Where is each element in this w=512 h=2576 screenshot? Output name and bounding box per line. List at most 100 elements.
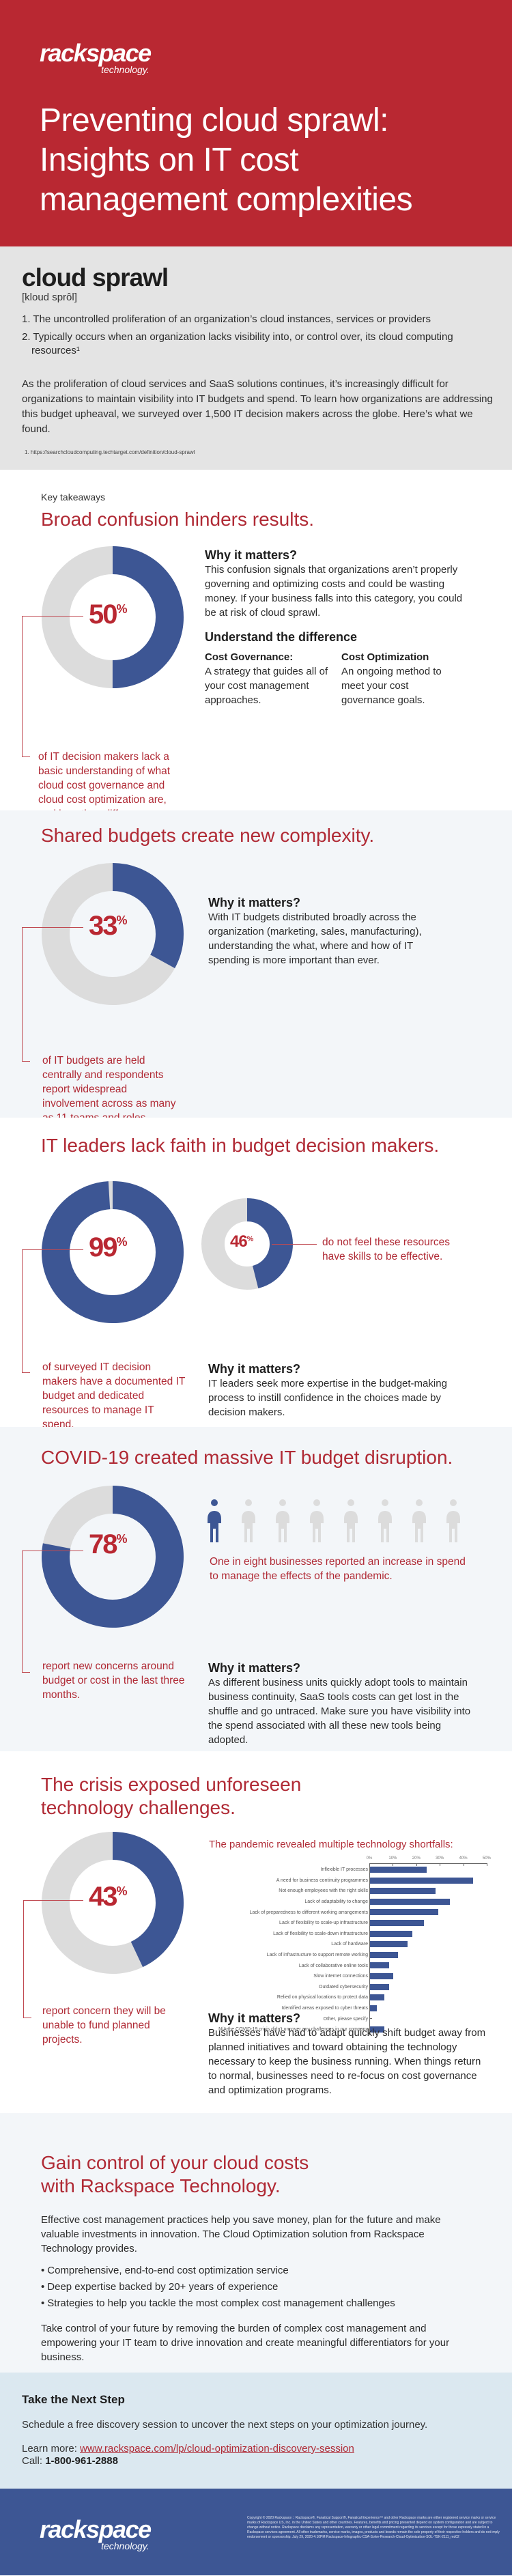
stat-percent: 50% [89,599,128,629]
bar-row: Outdated cybersecurity [191,1981,487,1993]
takeaway-lack-faith: IT leaders lack faith in budget decision… [0,1118,512,1430]
bar-row: N/A the COVID-19 crisis didn't uncover a… [191,2024,487,2035]
bar-row: Inflexible IT processes [191,1865,487,1876]
section-title: Gain control of your cloud costs with Rac… [41,2152,309,2196]
bar-label: Other, please specify [323,2016,368,2022]
bar [370,1898,450,1905]
axis-tick: 10% [388,1856,397,1860]
stat-percent: 78% [89,1529,128,1559]
why-title: Why it matters? [208,1661,301,1675]
bar-row: Lack of flexibility to scale-up infrastr… [191,1917,487,1929]
logo-subtitle: technology. [101,2540,150,2551]
donut-chart-43 [42,1832,184,1974]
bar-label: Not enough employees with the right skil… [279,1888,368,1894]
axis-tick: 50% [482,1856,492,1860]
intro-paragraph: As the proliferation of cloud services a… [22,378,493,435]
leader-line [22,1551,83,1672]
why-body: Businesses have had to adapt quickly shi… [208,2027,486,2096]
benefit-item: Deep expertise backed by 20+ years of ex… [41,2279,471,2295]
leader-line [22,927,83,1061]
contact-info: Learn more: www.rackspace.com/lp/cloud-o… [22,2443,490,2467]
bar [370,1941,408,1948]
call-label: Call: [22,2455,46,2467]
bar-row: Lack of flexibility to scale-down infras… [191,1928,487,1940]
section-title: The crisis exposed unforeseen technology … [41,1774,302,1818]
understand-difference: Understand the difference Cost Governanc… [205,629,464,707]
people-icon-row [205,1499,463,1546]
bar-row: Lack of infrastructure to support remote… [191,1949,487,1961]
stat-caption: of IT budgets are held centrally and res… [42,1055,176,1124]
bar-label: Relied on physical locations to protect … [276,1995,368,2000]
person-icon-highlighted [208,1499,221,1542]
cost-governance-body: A strategy that guides all of your cost … [205,666,328,706]
definition-pronunciation: [kloud sprôl] [22,292,77,303]
benefit-item: Comprehensive, end-to-end cost optimizat… [41,2263,471,2279]
cost-governance: Cost Governance: A strategy that guides … [205,650,341,707]
bar [370,1994,384,2001]
phone-number[interactable]: 1-800-961-2888 [45,2455,118,2467]
why-title: Why it matters? [208,2011,301,2025]
bar [370,1909,438,1916]
definition-item: 2. Typically occurs when an organization… [22,331,453,356]
next-step-title: Take the Next Step [22,2393,125,2406]
stat-percent: 99% [89,1232,128,1262]
bar [370,1919,425,1926]
axis-tick: 30% [436,1856,444,1860]
footnote-link[interactable]: 1. https://searchcloudcomputing.techtarg… [25,449,195,455]
stat-percent-secondary: 46% [230,1232,254,1251]
hero-banner: rackspace technology. Preventing cloud s… [0,0,512,246]
logo-wordmark: rackspace [40,39,152,67]
bar [370,1877,474,1884]
why-it-matters: Why it matters? Businesses have had to a… [208,2011,488,2097]
axis-tick: 40% [459,1856,468,1860]
bar-label: Slow internet connections [313,1974,368,1979]
bar [370,1951,399,1958]
why-body: IT leaders seek more expertise in the bu… [208,1378,447,1418]
definition-list: 1. The uncontrolled proliferation of an … [22,313,490,358]
bar-row: Lack of hardware [191,1939,487,1950]
discovery-session-link[interactable]: www.rackspace.com/lp/cloud-optimization-… [80,2443,354,2454]
cost-optimization-title: Cost Optimization [341,651,429,663]
footer-rackspace-logo[interactable]: rackspace technology. [40,2517,152,2552]
stat-caption: report new concerns around budget or cos… [42,1660,185,1701]
why-title: Why it matters? [208,1362,301,1376]
rackspace-logo[interactable]: rackspace technology. [40,39,152,76]
gain-body: Effective cost management practices help… [41,2214,441,2254]
bar [370,1983,389,1990]
leader-line-end [22,1372,30,1373]
key-takeaways-label: Key takeaways [41,492,106,503]
why-it-matters: Why it matters? With IT budgets distribu… [208,895,454,967]
stat-percent: 33% [89,911,128,941]
why-it-matters: Why it matters? IT leaders seek more exp… [208,1361,481,1419]
leader-line-end [22,1672,30,1673]
bar-label: Lack of collaborative online tools [298,1963,368,1968]
bar [370,2005,378,2011]
difference-title: Understand the difference [205,630,358,644]
bar [370,1962,389,1969]
gain-control-section: Gain control of your cloud costs with Rac… [0,2113,512,2373]
bar-row: Slow internet connections [191,1970,487,1982]
bar-label: Identified areas exposed to cyber threat… [281,2006,368,2011]
donut-chart-99 [42,1181,184,1323]
donut-chart-78 [42,1486,184,1628]
person-icon [242,1499,255,1542]
takeaway-shared-budgets: Shared budgets create new complexity. 33… [0,810,512,1124]
cost-optimization-body: An ongoing method to meet your cost gove… [341,666,442,706]
bar-row: Not enough employees with the right skil… [191,1886,487,1897]
bar-label: Lack of preparedness to different workin… [249,1910,368,1915]
bar-row: Lack of adaptability to change [191,1896,487,1908]
cost-optimization: Cost Optimization An ongoing method to m… [341,650,464,707]
bar-label: Lack of flexibility to scale-up infrastr… [279,1921,368,1926]
why-body: As different business units quickly adop… [208,1677,471,1746]
takeaway-crisis-challenges: The crisis exposed unforeseen technology … [0,1751,512,2113]
bar-label: Inflexible IT processes [320,1867,368,1873]
gain-closing: Take control of your future by removing … [41,2323,450,2363]
page-title: Preventing cloud sprawl: Insights on IT … [40,102,413,218]
section-title: Broad confusion hinders results. [41,509,314,530]
bar-label: Lack of adaptability to change [304,1899,368,1905]
stat-caption: report concern they will be unable to fu… [42,2005,166,2046]
person-icon [310,1499,324,1542]
shortfalls-bar-chart: Inflexible IT processes A need for busine… [191,1865,487,2035]
next-step-lead: Schedule a free discovery session to unc… [22,2419,428,2431]
section-title: Shared budgets create new complexity. [41,825,375,846]
